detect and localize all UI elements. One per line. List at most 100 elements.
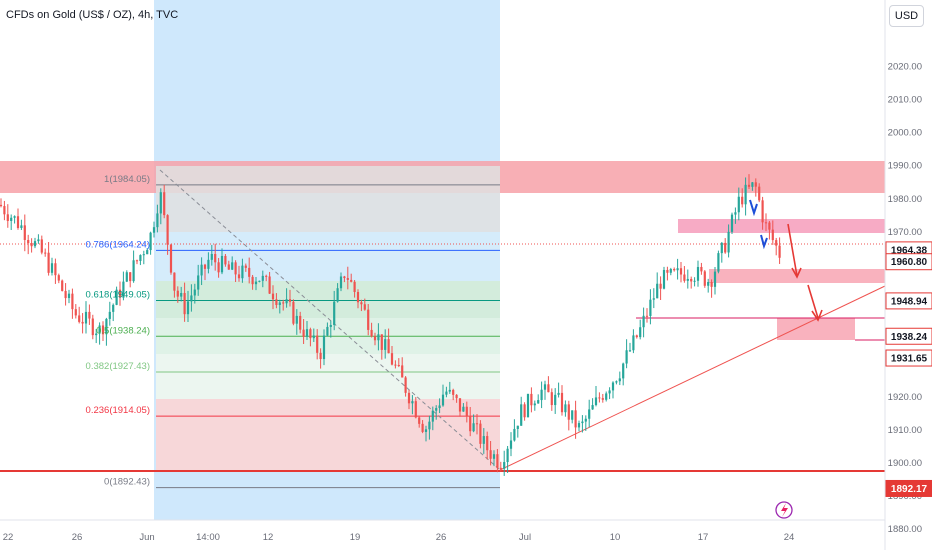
candle (159, 188, 162, 225)
candle (288, 289, 292, 307)
candle (543, 380, 547, 400)
candlestick-series[interactable] (0, 174, 781, 476)
fib-level-label: 0(1892.43) (104, 477, 150, 488)
candle (503, 450, 506, 476)
candle (428, 415, 431, 440)
candle (20, 219, 23, 231)
candle (421, 420, 424, 434)
candle (584, 415, 587, 431)
candle (397, 358, 400, 368)
candle (200, 257, 203, 286)
candle (625, 339, 628, 369)
candle (33, 237, 37, 249)
price-scale[interactable] (885, 0, 932, 550)
candle (125, 270, 128, 283)
candle (540, 381, 543, 409)
candle (605, 391, 608, 402)
candle (275, 293, 278, 309)
candle (64, 283, 67, 306)
candle (727, 224, 730, 258)
candle (23, 214, 26, 252)
price-tick-label: 2020.00 (888, 62, 922, 73)
candle (414, 397, 417, 419)
candle (431, 406, 434, 431)
candle (744, 177, 747, 216)
candle (533, 400, 536, 411)
forecast-arrow-2 (807, 284, 819, 319)
candle (237, 265, 241, 282)
candle (445, 386, 448, 398)
candle (591, 398, 594, 410)
candle (214, 243, 217, 271)
candle (635, 334, 638, 339)
price-badge: 1931.65 (885, 349, 932, 367)
forecast-arrows[interactable] (787, 223, 823, 322)
candle (656, 272, 659, 299)
candle (424, 425, 428, 442)
diagonal-dashed-line[interactable] (159, 169, 501, 471)
chart-title: CFDs on Gold (US$ / OZ), 4h, TVC (6, 9, 179, 21)
fib-level-labels: 1(1984.05) 0.786(1964.24) 0.618(1949.05) 0.… (86, 174, 150, 488)
candle (489, 440, 492, 466)
lightning-bolt-icon[interactable] (775, 501, 793, 519)
candle (547, 376, 550, 393)
candle (465, 401, 468, 423)
target-zone[interactable] (777, 318, 855, 340)
candle (186, 290, 190, 323)
candle (312, 328, 315, 342)
candle (234, 260, 237, 283)
candle (747, 174, 751, 189)
time-axis-label: 12 (263, 532, 274, 543)
candle (176, 286, 179, 303)
fibonacci-retracement[interactable] (156, 166, 500, 489)
candle (350, 273, 353, 283)
candle (761, 196, 764, 230)
candle (152, 221, 156, 238)
candle (458, 398, 462, 417)
candle (411, 395, 414, 415)
candle (645, 308, 649, 323)
candle (394, 360, 397, 369)
candle (149, 231, 152, 255)
rising-trend-line[interactable] (499, 285, 886, 471)
candle (435, 405, 438, 420)
candle (122, 271, 125, 301)
candle (666, 266, 669, 281)
price-tick-label: 1900.00 (888, 458, 922, 469)
time-axis-label: 26 (436, 532, 447, 543)
candle (61, 279, 64, 292)
candle (441, 384, 445, 407)
candle (173, 272, 176, 298)
svg-text:1948.94: 1948.94 (891, 296, 928, 307)
candle (448, 381, 451, 394)
candle (615, 380, 618, 385)
candle (207, 252, 210, 274)
candle (190, 284, 193, 312)
currency-button[interactable]: USD (889, 5, 924, 27)
candle (309, 327, 312, 347)
candle (44, 248, 47, 257)
fib-level-label: 0.5(1938.24) (96, 325, 150, 336)
candle (108, 301, 111, 326)
candle (146, 248, 149, 255)
candle (628, 342, 632, 352)
candle (251, 274, 254, 290)
supply-zone-upper[interactable] (678, 219, 885, 233)
candle (700, 262, 703, 275)
candle (652, 288, 655, 309)
candle (611, 381, 615, 399)
time-axis[interactable] (0, 520, 885, 550)
candle (101, 321, 105, 342)
candle (472, 414, 475, 433)
time-axis-label: Jun (139, 532, 154, 543)
candle (142, 250, 145, 265)
price-tick-label: 1980.00 (888, 194, 922, 205)
candle (13, 215, 16, 224)
price-badge: 1948.94 (885, 292, 932, 310)
candle (84, 301, 88, 334)
candle (210, 244, 213, 266)
candle (197, 264, 200, 296)
candle (57, 273, 60, 284)
candle (244, 263, 247, 272)
